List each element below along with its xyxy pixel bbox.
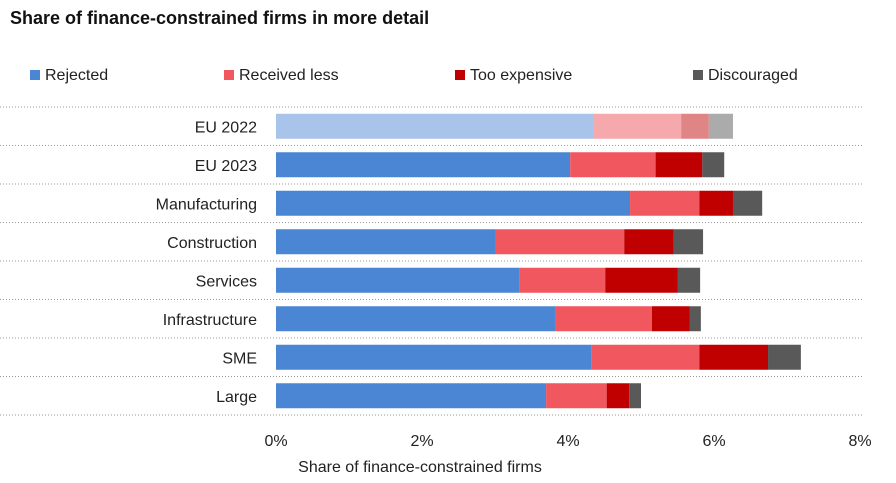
bar-segment-too-expensive [624, 229, 674, 255]
bar-segment-discouraged [702, 152, 725, 178]
x-axis-title: Share of finance-constrained firms [298, 459, 542, 476]
x-axis-ticks: 0% 2% 4% 6% 8% [264, 433, 871, 450]
category-label: SME [222, 350, 257, 367]
bar-segment-too-expensive [681, 113, 709, 139]
category-label: Large [216, 389, 257, 406]
legend-label: Discouraged [708, 67, 798, 84]
x-tick-label: 6% [702, 433, 725, 450]
bar-segment-rejected [276, 344, 592, 370]
category-label: EU 2023 [195, 158, 257, 175]
legend: Rejected Received less Too expensive Discou… [30, 67, 798, 84]
bar-segment-rejected [276, 113, 594, 139]
category-label: Manufacturing [156, 196, 257, 213]
bar-segment-received-less [555, 306, 652, 332]
bar-segment-rejected [276, 229, 495, 255]
bar-segment-discouraged [673, 229, 704, 255]
x-tick-label: 8% [848, 433, 871, 450]
category-label: EU 2022 [195, 119, 257, 136]
bar-segment-rejected [276, 267, 520, 293]
legend-swatch-rejected [30, 70, 40, 80]
bar-segment-received-less [570, 152, 656, 178]
legend-label: Received less [239, 67, 339, 84]
legend-label: Rejected [45, 67, 108, 84]
bar-segment-too-expensive [606, 383, 630, 409]
bar-segment-discouraged [732, 190, 763, 216]
bar-segment-received-less [519, 267, 606, 293]
x-tick-label: 4% [556, 433, 579, 450]
category-labels: EU 2022 EU 2023 Manufacturing Construction S… [156, 119, 257, 406]
x-tick-label: 0% [264, 433, 287, 450]
bar-segment-too-expensive [651, 306, 690, 332]
bar-segment-rejected [276, 152, 571, 178]
bar-segment-received-less [495, 229, 625, 255]
chart-title: Share of finance-constrained firms in mo… [10, 8, 430, 28]
bars [276, 113, 801, 409]
category-label: Infrastructure [163, 312, 257, 329]
bar-segment-received-less [593, 113, 682, 139]
bar-segment-rejected [276, 306, 556, 332]
category-label: Construction [167, 235, 257, 252]
legend-label: Too expensive [470, 67, 572, 84]
bar-segment-discouraged [689, 306, 701, 332]
legend-swatch-discouraged [693, 70, 703, 80]
bar-segment-too-expensive [605, 267, 678, 293]
bar-segment-too-expensive [699, 344, 769, 370]
bar-segment-discouraged [677, 267, 701, 293]
bar-segment-received-less [630, 190, 700, 216]
category-label: Services [196, 273, 257, 290]
x-tick-label: 2% [410, 433, 433, 450]
bar-segment-rejected [276, 383, 547, 409]
bar-segment-received-less [546, 383, 607, 409]
bar-segment-discouraged [768, 344, 801, 370]
legend-swatch-too-expensive [455, 70, 465, 80]
bar-segment-discouraged [629, 383, 641, 409]
bar-segment-received-less [591, 344, 700, 370]
bar-segment-too-expensive [699, 190, 733, 216]
bar-segment-discouraged [708, 113, 733, 139]
legend-swatch-received-less [224, 70, 234, 80]
bar-segment-too-expensive [655, 152, 703, 178]
bar-segment-rejected [276, 190, 631, 216]
